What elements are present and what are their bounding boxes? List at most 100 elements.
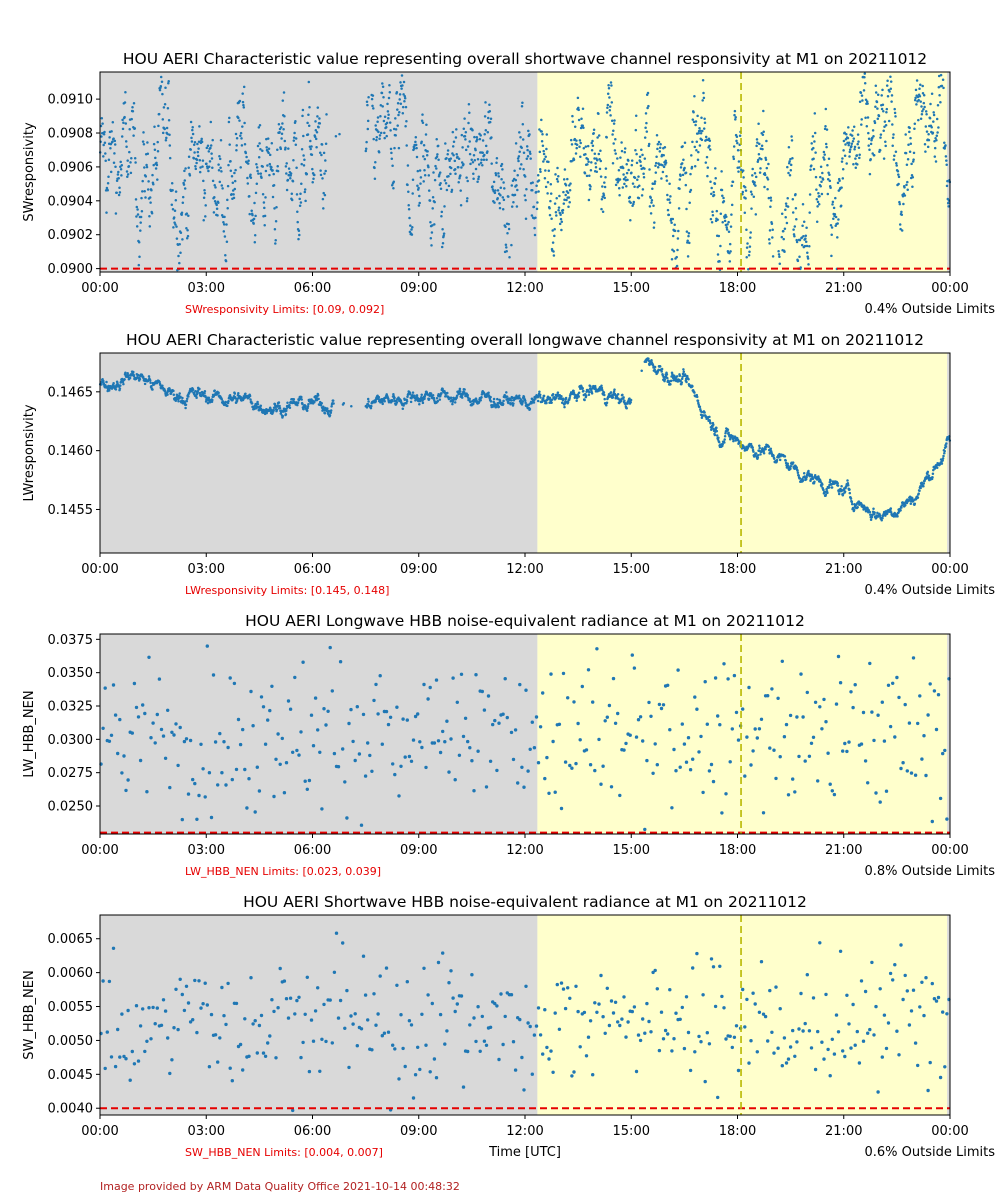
data-point: [721, 442, 724, 446]
data-point: [155, 161, 158, 165]
data-point: [274, 1056, 278, 1060]
data-point: [600, 386, 604, 390]
data-point: [100, 135, 103, 138]
data-point: [161, 734, 166, 738]
data-point: [494, 189, 497, 192]
data-point: [383, 131, 386, 135]
data-point: [293, 675, 297, 680]
data-point: [186, 1001, 191, 1005]
data-point: [416, 1045, 420, 1050]
data-point: [629, 201, 632, 205]
data-point: [128, 376, 132, 380]
data-point: [613, 119, 616, 122]
data-point: [422, 144, 426, 147]
data-point: [268, 153, 272, 157]
data-point: [223, 235, 227, 238]
data-point: [276, 732, 280, 736]
y-tick-label: 0.0350: [48, 666, 94, 681]
data-point: [266, 137, 270, 140]
data-point: [773, 457, 776, 460]
data-point: [349, 1014, 353, 1018]
data-point: [759, 453, 762, 456]
data-point: [683, 166, 686, 170]
data-point: [222, 1014, 226, 1018]
data-point: [905, 989, 909, 993]
data-point: [877, 114, 881, 118]
data-point: [789, 163, 793, 167]
data-point: [701, 790, 705, 795]
data-point: [747, 685, 751, 690]
data-point: [769, 447, 773, 451]
data-point: [389, 147, 393, 151]
data-point: [638, 1038, 643, 1043]
data-point: [405, 399, 409, 403]
data-point: [664, 161, 668, 165]
data-point: [682, 1046, 687, 1051]
data-point: [160, 80, 164, 83]
data-point: [428, 1070, 432, 1074]
data-point: [382, 119, 386, 123]
data-point: [406, 395, 409, 398]
data-point: [536, 201, 539, 204]
data-point: [241, 1068, 245, 1072]
data-point: [805, 244, 809, 248]
data-point: [622, 173, 625, 176]
data-point: [660, 367, 664, 371]
data-point: [422, 180, 425, 183]
data-point: [518, 1017, 522, 1022]
data-point: [605, 401, 609, 405]
data-point: [309, 1018, 314, 1022]
data-point: [434, 1076, 439, 1080]
data-point: [755, 1050, 759, 1054]
data-point: [943, 451, 946, 455]
data-point: [816, 779, 820, 783]
data-point: [586, 668, 591, 672]
data-point: [797, 474, 800, 477]
data-point: [822, 488, 825, 492]
data-point: [111, 683, 116, 687]
data-point: [295, 998, 299, 1003]
data-point: [397, 1077, 401, 1081]
data-point: [782, 1036, 787, 1040]
data-point: [703, 117, 706, 121]
data-point: [661, 1037, 666, 1041]
data-point: [634, 148, 637, 152]
data-point: [731, 180, 735, 184]
data-point: [246, 182, 250, 185]
data-point: [597, 1002, 601, 1006]
data-point: [730, 727, 734, 731]
data-point: [405, 980, 409, 984]
data-point: [168, 1071, 172, 1076]
data-point: [285, 162, 288, 165]
data-point: [130, 731, 134, 735]
data-point: [815, 220, 819, 224]
data-point: [923, 105, 926, 109]
data-point: [474, 1039, 478, 1044]
data-point: [863, 75, 866, 79]
data-point: [328, 414, 332, 417]
data-point: [516, 781, 520, 785]
data-point: [318, 117, 321, 120]
data-point: [193, 781, 197, 786]
data-point: [598, 167, 602, 171]
data-point: [183, 179, 187, 182]
data-point: [641, 1017, 645, 1021]
data-point: [440, 392, 443, 395]
data-point: [897, 173, 900, 176]
data-point: [476, 1005, 480, 1009]
data-point: [334, 931, 339, 935]
data-point: [716, 253, 720, 256]
y-tick-label: 0.0904: [48, 194, 94, 209]
data-point: [791, 461, 795, 464]
data-point: [155, 163, 159, 167]
data-point: [538, 390, 541, 394]
data-point: [727, 220, 730, 224]
data-point: [113, 152, 116, 155]
data-point: [562, 190, 565, 194]
data-point: [884, 140, 887, 144]
data-point: [206, 144, 210, 147]
data-point: [710, 186, 713, 190]
data-point: [678, 187, 681, 191]
data-point: [911, 185, 914, 188]
data-point: [575, 146, 578, 150]
